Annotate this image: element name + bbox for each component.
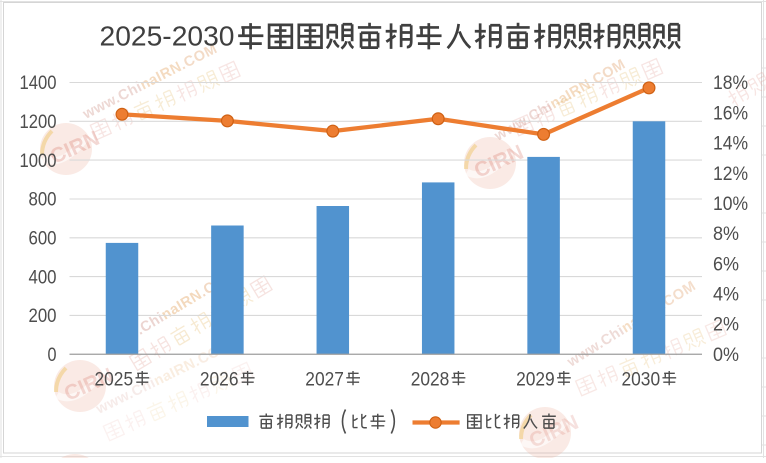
svg-text:2026: 2026 — [200, 369, 239, 391]
svg-text:2027: 2027 — [305, 369, 344, 391]
svg-text:2%: 2% — [713, 315, 739, 336]
svg-text:0%: 0% — [713, 345, 739, 366]
svg-text:200: 200 — [29, 306, 57, 327]
svg-text:18%: 18% — [713, 73, 748, 94]
svg-text:2025: 2025 — [95, 369, 134, 391]
svg-text:10%: 10% — [713, 194, 748, 215]
svg-text:6%: 6% — [713, 254, 739, 275]
svg-text:14%: 14% — [713, 134, 748, 155]
svg-text:2025-2030: 2025-2030 — [100, 21, 235, 52]
svg-text:600: 600 — [29, 229, 57, 250]
svg-text:1200: 1200 — [20, 112, 57, 133]
svg-text:12%: 12% — [713, 164, 748, 185]
svg-text:2029: 2029 — [516, 369, 555, 391]
svg-text:4%: 4% — [713, 285, 739, 306]
svg-text:0: 0 — [48, 345, 57, 366]
svg-text:16%: 16% — [713, 103, 748, 124]
svg-text:1400: 1400 — [20, 73, 57, 94]
svg-text:1000: 1000 — [20, 151, 57, 172]
svg-text:400: 400 — [29, 267, 57, 288]
svg-text:2030: 2030 — [622, 369, 661, 391]
svg-text:8%: 8% — [713, 224, 739, 245]
svg-text:800: 800 — [29, 190, 57, 211]
svg-text:2028: 2028 — [411, 369, 450, 391]
